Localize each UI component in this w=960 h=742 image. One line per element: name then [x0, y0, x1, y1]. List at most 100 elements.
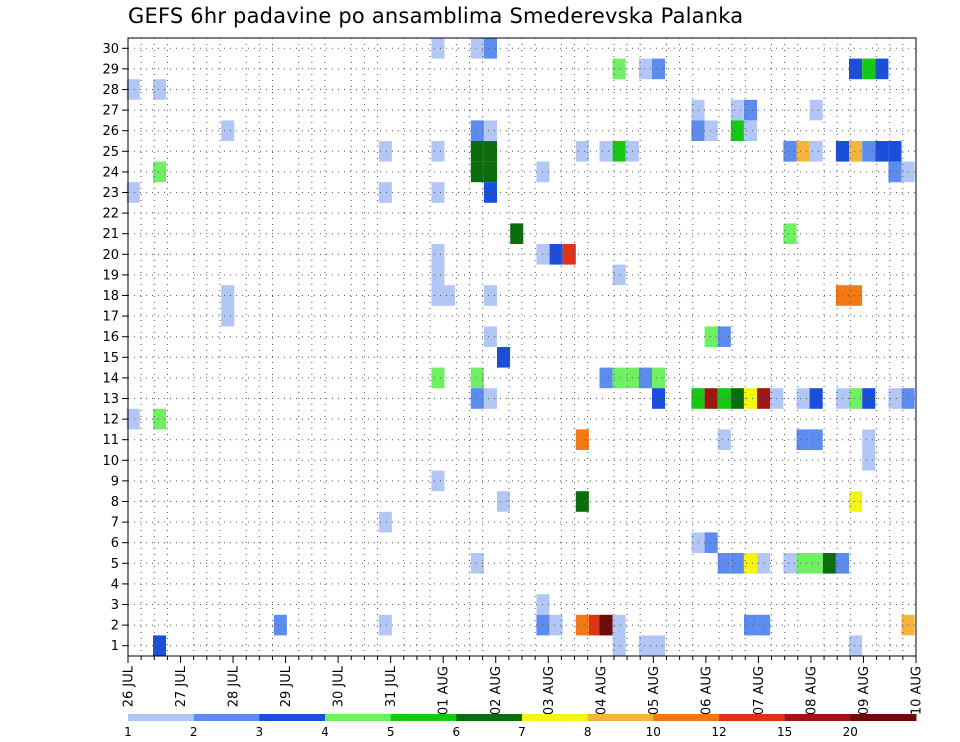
heatmap-cell — [483, 38, 497, 59]
heatmap-cell — [549, 244, 563, 265]
heatmap-cell — [483, 182, 497, 203]
heatmap-cell — [470, 120, 484, 141]
heatmap-cell — [704, 120, 718, 141]
heatmap-cell — [704, 388, 718, 409]
x-tick-label: 05 AUG — [647, 666, 662, 715]
heatmap-cell — [849, 58, 863, 80]
y-tick-label: 2 — [111, 619, 119, 634]
heatmap-cell — [809, 388, 823, 409]
heatmap-cell — [796, 429, 810, 450]
heatmap-cell — [862, 388, 876, 409]
y-tick-label: 8 — [111, 495, 119, 510]
x-tick-label: 04 AUG — [594, 666, 609, 715]
heatmap-cell — [744, 614, 758, 636]
heatmap-cell — [549, 614, 563, 636]
grid-layer — [128, 38, 916, 656]
y-tick-label: 6 — [111, 536, 119, 551]
legend-swatch — [259, 714, 326, 721]
x-tick-label: 06 AUG — [699, 666, 714, 715]
heatmap-cell — [796, 388, 810, 409]
legend-label: 6 — [452, 725, 460, 739]
y-tick-label: 30 — [102, 42, 119, 57]
legend-label: 4 — [321, 725, 329, 739]
heatmap-cell — [470, 161, 484, 183]
heatmap-cell — [470, 141, 484, 162]
heatmap-cell — [126, 408, 140, 430]
heatmap-cell — [691, 99, 705, 121]
heatmap-cell — [888, 388, 902, 409]
x-tick-label: 27 JUL — [174, 665, 189, 707]
y-tick-label: 15 — [102, 351, 119, 366]
x-tick-label: 08 AUG — [804, 666, 819, 715]
legend-label: 1 — [124, 725, 132, 739]
y-tick-label: 27 — [102, 104, 119, 119]
heatmap-cell — [599, 614, 613, 636]
heatmap-cell — [221, 120, 235, 141]
heatmap-cell — [888, 161, 902, 183]
heatmap-cell — [704, 326, 718, 347]
heatmap-cell — [744, 388, 758, 409]
heatmap-cell — [744, 120, 758, 141]
heatmap-cell — [691, 532, 705, 553]
legend-swatch — [587, 714, 654, 721]
heatmap-cell — [730, 553, 744, 574]
y-tick-label: 22 — [102, 207, 119, 222]
legend-label: 15 — [777, 725, 792, 739]
heatmap-cell — [483, 141, 497, 162]
heatmap-cell — [612, 635, 626, 656]
y-tick-label: 24 — [102, 165, 119, 180]
heatmap-cell — [730, 120, 744, 141]
heatmap-cell — [589, 614, 603, 636]
y-tick-label: 25 — [102, 145, 119, 160]
y-tick-label: 28 — [102, 83, 119, 98]
y-tick-label: 13 — [102, 392, 119, 407]
x-tick-label: 09 AUG — [857, 666, 872, 715]
heatmap-cell — [809, 99, 823, 121]
y-tick-label: 12 — [102, 413, 119, 428]
legend-label: 7 — [518, 725, 526, 739]
heatmap-cell — [575, 491, 589, 512]
y-tick-label: 16 — [102, 330, 119, 345]
heatmap-cell — [717, 326, 731, 347]
heatmap-cell — [849, 635, 863, 656]
y-tick-label: 7 — [111, 516, 119, 531]
heatmap-cell — [612, 367, 626, 389]
heatmap-cell — [470, 388, 484, 409]
heatmap-cell — [470, 38, 484, 59]
heatmap-cell — [599, 141, 613, 162]
heatmap-cell — [378, 182, 392, 203]
y-tick-label: 18 — [102, 289, 119, 304]
heatmap-cell — [783, 223, 797, 244]
heatmap-cell — [378, 614, 392, 636]
legend-label: 20 — [843, 725, 858, 739]
heatmap-cell — [153, 161, 167, 183]
heatmap-cell — [431, 470, 445, 492]
heatmap-cell — [862, 141, 876, 162]
legend-swatch — [653, 714, 720, 721]
y-tick-label: 9 — [111, 474, 119, 489]
x-tick-label: 07 AUG — [752, 666, 767, 715]
x-tick-label: 28 JUL — [227, 665, 242, 707]
heatmap-cell — [809, 429, 823, 450]
heatmap-cell — [704, 532, 718, 553]
heatmap-cell — [441, 285, 455, 306]
legend-swatch — [456, 714, 523, 721]
legend-swatch — [784, 714, 851, 721]
heatmap-cell — [875, 141, 889, 162]
heatmap-cell — [652, 388, 666, 409]
heatmap-cell — [849, 141, 863, 162]
legend-label: 8 — [584, 725, 592, 739]
axes-layer: 1234567891011121314151617181920212223242… — [102, 42, 924, 715]
heatmap-cell — [757, 388, 771, 409]
x-tick-label: 29 JUL — [279, 665, 294, 707]
heatmap-cell — [638, 635, 652, 656]
heatmap-cell — [575, 429, 589, 450]
heatmap-cell — [510, 223, 524, 244]
heatmap-cell — [875, 58, 889, 80]
y-tick-label: 26 — [102, 124, 119, 139]
heatmap-cell — [783, 141, 797, 162]
heatmap-cell — [888, 141, 902, 162]
heatmap-cell — [849, 491, 863, 512]
y-tick-label: 21 — [102, 227, 119, 242]
heatmap-cell — [431, 367, 445, 389]
